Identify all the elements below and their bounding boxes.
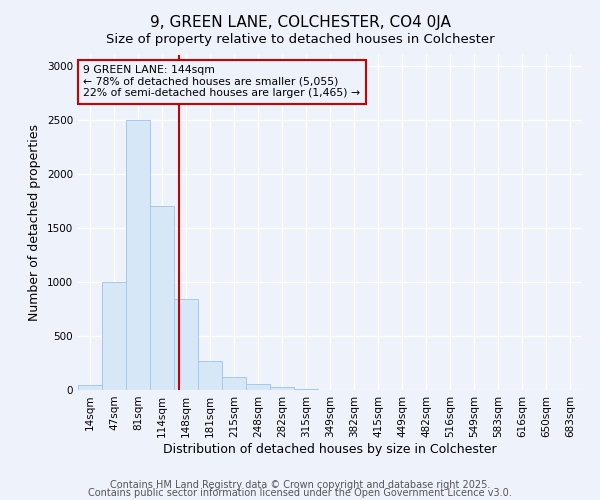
Text: 9, GREEN LANE, COLCHESTER, CO4 0JA: 9, GREEN LANE, COLCHESTER, CO4 0JA xyxy=(149,15,451,30)
Text: Contains HM Land Registry data © Crown copyright and database right 2025.: Contains HM Land Registry data © Crown c… xyxy=(110,480,490,490)
Bar xyxy=(246,384,270,390)
X-axis label: Distribution of detached houses by size in Colchester: Distribution of detached houses by size … xyxy=(163,442,497,456)
Bar xyxy=(150,206,174,390)
Bar xyxy=(198,361,222,390)
Bar xyxy=(222,377,246,390)
Bar xyxy=(126,120,150,390)
Y-axis label: Number of detached properties: Number of detached properties xyxy=(28,124,41,321)
Text: Contains public sector information licensed under the Open Government Licence v3: Contains public sector information licen… xyxy=(88,488,512,498)
Text: 9 GREEN LANE: 144sqm
← 78% of detached houses are smaller (5,055)
22% of semi-de: 9 GREEN LANE: 144sqm ← 78% of detached h… xyxy=(83,65,360,98)
Bar xyxy=(102,282,126,390)
Bar xyxy=(78,384,102,390)
Bar xyxy=(270,387,294,390)
Bar xyxy=(174,299,198,390)
Text: Size of property relative to detached houses in Colchester: Size of property relative to detached ho… xyxy=(106,32,494,46)
